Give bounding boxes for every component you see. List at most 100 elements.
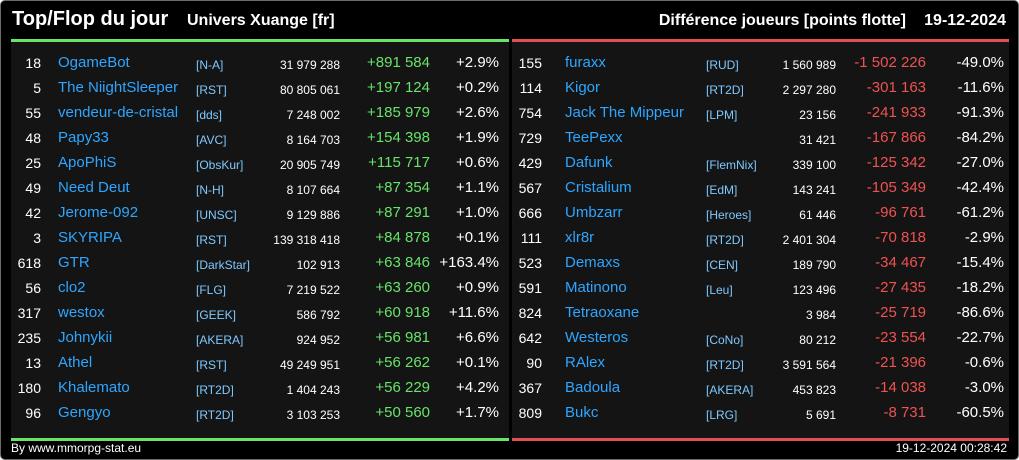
player-name-link[interactable]: Badoula: [565, 379, 621, 396]
player-name-link[interactable]: westox: [58, 304, 105, 321]
player-name-link[interactable]: Jack The Mippeur: [565, 104, 684, 121]
top-players-list: 18 OgameBot [N-A] 31 979 288 +891 584 +2.9% 5 T…: [11, 51, 509, 426]
points-difference: +197 124: [367, 79, 430, 96]
percent-change: -11.6%: [957, 79, 1004, 96]
player-name-link[interactable]: SKYRIPA: [58, 229, 122, 246]
alliance-tag: [RT2D]: [706, 83, 744, 97]
player-rank: 754: [518, 105, 542, 121]
player-name-link[interactable]: Cristalium: [565, 179, 632, 196]
alliance-tag: [RT2D]: [706, 358, 744, 372]
player-points: 23 156: [799, 108, 836, 122]
alliance-tag: [N-A]: [196, 58, 224, 72]
player-points: 7 248 002: [286, 108, 340, 122]
points-difference: -105 349: [866, 179, 926, 196]
alliance-tag: [DarkStar]: [196, 258, 251, 272]
alliance-tag: [LRG]: [706, 408, 738, 422]
player-name-link[interactable]: furaxx: [565, 54, 606, 71]
percent-change: -22.7%: [956, 329, 1004, 346]
player-points: 123 496: [792, 283, 836, 297]
player-name-link[interactable]: Matinono: [565, 279, 627, 296]
percent-change: +0.2%: [456, 79, 499, 96]
alliance-tag: [RT2D]: [196, 408, 234, 422]
player-name-link[interactable]: Westeros: [565, 329, 629, 346]
flop-players-panel: 155 furaxx [RUD] 1 560 989 -1 502 226 -49.0% 1…: [512, 39, 1009, 441]
player-row: 618 GTR [DarkStar] 102 913 +63 846 +163.4%: [11, 251, 509, 276]
percent-change: +11.6%: [448, 304, 499, 321]
points-difference: -34 467: [875, 254, 926, 271]
player-name-link[interactable]: Johnykii: [58, 329, 113, 346]
player-row: 235 Johnykii [AKERA] 924 952 +56 981 +6.6%: [11, 326, 509, 351]
player-name-link[interactable]: Need Deut: [58, 179, 130, 196]
player-rank: 591: [518, 280, 542, 296]
player-name-link[interactable]: ApoPhiS: [58, 154, 117, 171]
player-points: 586 792: [296, 308, 340, 322]
player-row: 90 RAlex [RT2D] 3 591 564 -21 396 -0.6%: [512, 351, 1009, 376]
percent-change: -61.2%: [956, 204, 1004, 221]
alliance-tag: [Heroes]: [706, 208, 752, 222]
player-rank: 42: [25, 205, 41, 221]
player-rank: 114: [519, 80, 542, 96]
player-name-link[interactable]: TeePexx: [565, 129, 623, 146]
player-points: 8 164 703: [286, 133, 340, 147]
points-difference: +50 560: [375, 404, 430, 421]
player-name-link[interactable]: The NiightSleeper: [58, 79, 179, 96]
player-name-link[interactable]: Jerome-092: [58, 204, 139, 221]
player-name-link[interactable]: OgameBot: [58, 54, 130, 71]
percent-change: -0.6%: [964, 354, 1004, 371]
percent-change: -42.4%: [956, 179, 1004, 196]
player-name-link[interactable]: Demaxs: [565, 254, 621, 271]
player-rank: 429: [518, 155, 542, 171]
player-rank: 809: [518, 405, 542, 421]
player-name-link[interactable]: clo2: [58, 279, 86, 296]
player-points: 3 103 253: [286, 408, 340, 422]
player-name-link[interactable]: Dafunk: [565, 154, 613, 171]
player-name-link[interactable]: xlr8r: [565, 229, 595, 246]
player-name-link[interactable]: Umbzarr: [565, 204, 623, 221]
player-row: 317 westox [GEEK] 586 792 +60 918 +11.6%: [11, 301, 509, 326]
points-difference: -8 731: [883, 404, 926, 421]
player-name-link[interactable]: vendeur-de-cristal: [58, 104, 179, 121]
player-row: 429 Dafunk [FlemNix] 339 100 -125 342 -27.0%: [512, 151, 1009, 176]
percent-change: +1.1%: [456, 179, 499, 196]
player-row: 18 OgameBot [N-A] 31 979 288 +891 584 +2.9%: [11, 51, 509, 76]
player-points: 453 823: [792, 383, 836, 397]
points-difference: +63 846: [375, 254, 430, 271]
player-name-link[interactable]: Athel: [58, 354, 93, 371]
player-rank: 235: [17, 330, 41, 346]
player-row: 824 Tetraoxane 3 984 -25 719 -86.6%: [512, 301, 1009, 326]
alliance-tag: [RST]: [196, 358, 227, 372]
player-name-link[interactable]: Khalemato: [58, 379, 130, 396]
player-name-link[interactable]: Papy33: [58, 129, 109, 146]
alliance-tag: [AVC]: [196, 133, 227, 147]
player-row: 642 Westeros [CoNo] 80 212 -23 554 -22.7%: [512, 326, 1009, 351]
percent-change: -2.9%: [964, 229, 1004, 246]
player-name-link[interactable]: Kigor: [565, 79, 601, 96]
player-name-link[interactable]: RAlex: [565, 354, 606, 371]
site-credit: By www.mmorpg-stat.eu: [11, 441, 142, 455]
player-name-link[interactable]: Tetraoxane: [565, 304, 640, 321]
percent-change: +1.7%: [456, 404, 499, 421]
points-difference: +56 229: [375, 379, 430, 396]
player-name-link[interactable]: Bukc: [565, 404, 599, 421]
points-difference: +87 354: [375, 179, 430, 196]
player-rank: 48: [25, 130, 41, 146]
player-points: 2 297 280: [782, 83, 836, 97]
player-points: 5 691: [805, 408, 836, 422]
percent-change: -15.4%: [956, 254, 1004, 271]
player-name-link[interactable]: GTR: [58, 254, 90, 271]
player-points: 80 212: [799, 333, 836, 347]
alliance-tag: [AKERA]: [196, 333, 244, 347]
player-points: 9 129 886: [286, 208, 340, 222]
player-name-link[interactable]: Gengyo: [58, 404, 111, 421]
player-row: 48 Papy33 [AVC] 8 164 703 +154 398 +1.9%: [11, 126, 509, 151]
player-row: 809 Bukc [LRG] 5 691 -8 731 -60.5%: [512, 401, 1009, 426]
alliance-tag: [ObsKur]: [196, 158, 244, 172]
player-rank: 367: [518, 380, 542, 396]
player-rank: 642: [518, 330, 542, 346]
alliance-tag: [N-H]: [196, 183, 224, 197]
alliance-tag: [LPM]: [706, 108, 738, 122]
player-row: 56 clo2 [FLG] 7 219 522 +63 260 +0.9%: [11, 276, 509, 301]
alliance-tag: [RST]: [196, 233, 227, 247]
player-rank: 111: [520, 230, 542, 246]
